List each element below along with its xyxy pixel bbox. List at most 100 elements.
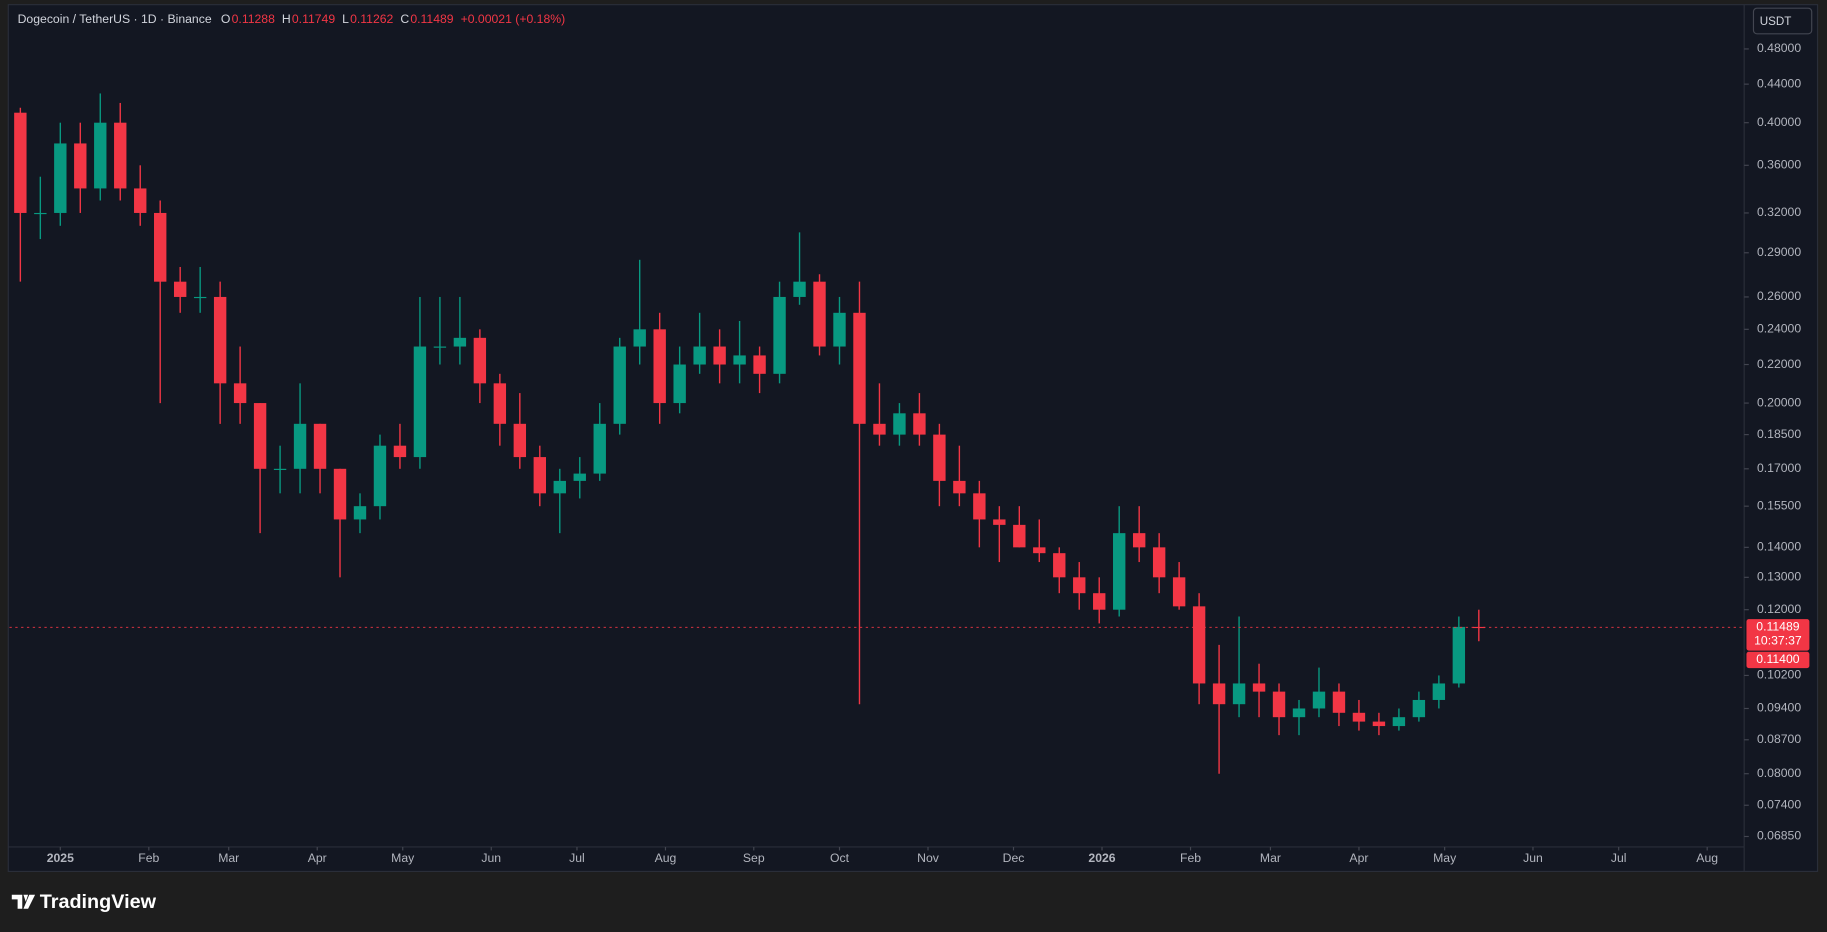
candle-body bbox=[1372, 721, 1386, 727]
ohlc-key: L bbox=[342, 12, 349, 26]
candle-body bbox=[154, 212, 167, 282]
y-tick-label: 0.40000 bbox=[1757, 115, 1801, 129]
candle-body bbox=[653, 329, 666, 404]
y-tick-label: 0.26000 bbox=[1757, 289, 1801, 303]
x-tick-label: Feb bbox=[1180, 851, 1201, 865]
ohlc-value: 0.11489 bbox=[410, 12, 453, 26]
x-tick-label: Oct bbox=[830, 851, 850, 865]
candle-body bbox=[593, 423, 606, 474]
last-price-label: 0.11489 bbox=[1756, 620, 1799, 634]
candle-body bbox=[74, 143, 87, 189]
ohlc-key: C bbox=[400, 12, 409, 26]
last-price-tag bbox=[1746, 619, 1810, 651]
candle-body bbox=[533, 457, 546, 494]
candle-body bbox=[553, 480, 566, 494]
logo-mark bbox=[11, 894, 36, 909]
candle-body bbox=[433, 346, 447, 348]
candle-body bbox=[1132, 533, 1146, 548]
candle-body bbox=[353, 506, 367, 520]
candle-body bbox=[273, 468, 287, 470]
x-tick-label: Feb bbox=[138, 851, 159, 865]
candle-body bbox=[413, 346, 427, 458]
x-tick-label: May bbox=[391, 851, 415, 865]
x-tick-label: Jun bbox=[1523, 851, 1543, 865]
candle-body bbox=[873, 423, 886, 435]
countdown-label: 10:37:37 bbox=[1754, 634, 1802, 648]
y-tick-label: 0.17000 bbox=[1757, 461, 1801, 475]
candle-body bbox=[513, 423, 527, 458]
candle-body bbox=[1252, 683, 1266, 692]
y-tick-label: 0.18500 bbox=[1757, 427, 1801, 441]
candle-body bbox=[573, 473, 586, 481]
candle-body bbox=[693, 346, 706, 365]
chart-panel bbox=[7, 4, 1819, 873]
currency-button[interactable] bbox=[1752, 7, 1813, 35]
y-tick-label: 0.10200 bbox=[1757, 668, 1801, 682]
ohlc-value: 0.11262 bbox=[350, 12, 393, 26]
candle-body bbox=[773, 296, 786, 374]
candle-body bbox=[493, 383, 507, 424]
ohlc-value: 0.11288 bbox=[232, 12, 275, 26]
candle-body bbox=[853, 312, 866, 424]
y-tick-label: 0.29000 bbox=[1757, 245, 1801, 259]
y-tick-label: 0.12000 bbox=[1757, 602, 1801, 616]
x-tick-label: Jul bbox=[569, 851, 585, 865]
candle-body bbox=[1113, 533, 1126, 610]
brand-logo: TradingView bbox=[11, 891, 157, 913]
y-tick-label: 0.06850 bbox=[1757, 829, 1801, 843]
candle-body bbox=[933, 434, 946, 481]
candle-body bbox=[613, 346, 626, 424]
x-tick-label: Apr bbox=[1349, 851, 1368, 865]
candle-body bbox=[233, 383, 247, 404]
candle-body bbox=[393, 445, 407, 458]
candle-body bbox=[1093, 593, 1106, 610]
candle-body bbox=[1272, 691, 1286, 718]
y-tick-label: 0.44000 bbox=[1757, 76, 1801, 90]
candle-body bbox=[333, 468, 347, 520]
candle-body bbox=[134, 188, 147, 213]
candle-body bbox=[913, 413, 926, 435]
candle-body bbox=[14, 112, 27, 213]
y-tick-label: 0.15500 bbox=[1757, 498, 1801, 512]
x-tick-label: 2025 bbox=[47, 851, 74, 865]
plot-area bbox=[9, 93, 1745, 774]
candle-body bbox=[1232, 683, 1246, 705]
y-tick-label: 0.36000 bbox=[1757, 158, 1801, 172]
candle-body bbox=[1392, 717, 1406, 727]
candle-body bbox=[1192, 606, 1206, 684]
candle-body bbox=[953, 480, 966, 494]
ohlc-value: 0.11749 bbox=[292, 12, 335, 26]
candle-body bbox=[253, 403, 267, 469]
x-tick-label: 2026 bbox=[1088, 851, 1115, 865]
legend-header: Dogecoin / TetherUS · 1D · Binance O 0.11… bbox=[18, 12, 566, 26]
y-tick-label: 0.09400 bbox=[1757, 701, 1801, 715]
x-tick-label: Aug bbox=[1696, 851, 1718, 865]
x-tick-label: Mar bbox=[218, 851, 239, 865]
candle-body bbox=[753, 355, 766, 374]
secondary-price-tag bbox=[1746, 651, 1810, 669]
ohlc-key: O bbox=[221, 12, 231, 26]
candle-body bbox=[833, 312, 846, 347]
candle-body bbox=[1312, 691, 1326, 709]
candle-body bbox=[173, 281, 187, 297]
candle-body bbox=[1013, 524, 1026, 548]
x-tick-label: Aug bbox=[655, 851, 677, 865]
candle-body bbox=[1452, 626, 1466, 684]
candle-body bbox=[193, 296, 207, 299]
candle-body bbox=[313, 423, 327, 469]
x-tick-label: Dec bbox=[1003, 851, 1025, 865]
candle-body bbox=[213, 296, 227, 384]
candle-body bbox=[1033, 547, 1046, 554]
y-tick-label: 0.08000 bbox=[1757, 766, 1801, 780]
candle-body bbox=[1073, 577, 1086, 594]
candle-body bbox=[733, 355, 746, 365]
candle-body bbox=[1432, 683, 1446, 700]
x-tick-label: May bbox=[1433, 851, 1457, 865]
candle-body bbox=[1332, 691, 1346, 713]
x-tick-label: Nov bbox=[917, 851, 940, 865]
y-tick-label: 0.24000 bbox=[1757, 322, 1801, 336]
candle-body bbox=[973, 493, 986, 520]
candle-body bbox=[54, 143, 67, 213]
